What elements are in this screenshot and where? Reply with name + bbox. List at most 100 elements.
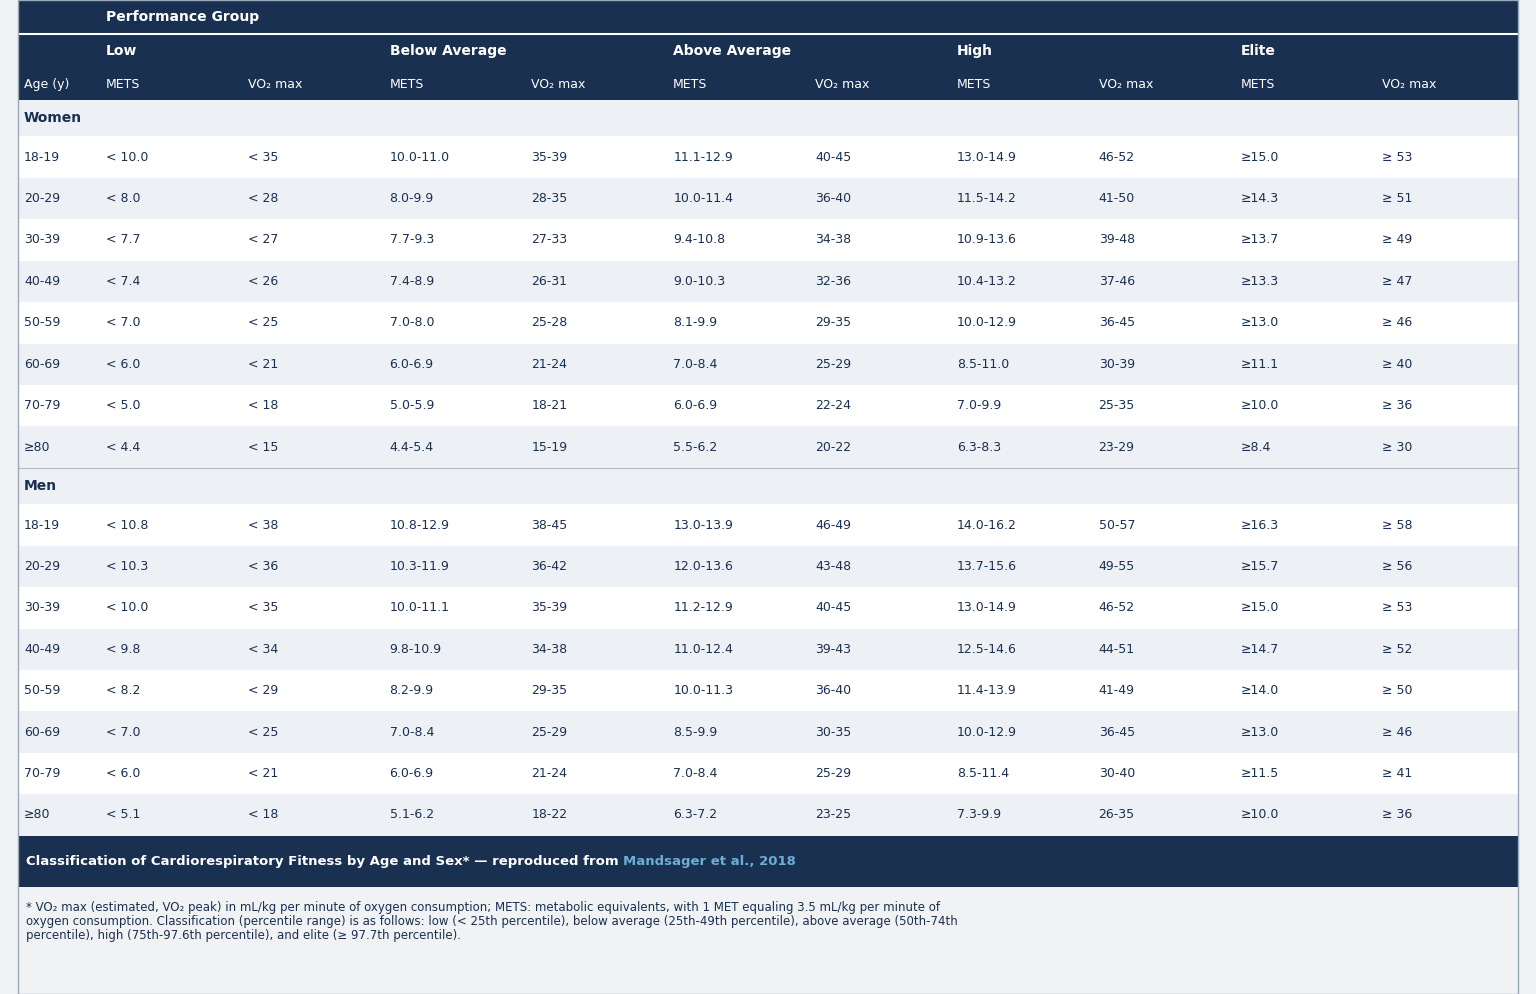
Text: < 27: < 27 [247,234,278,247]
Text: 18-21: 18-21 [531,400,567,413]
Bar [18,220,1518,260]
Text: 9.4-10.8: 9.4-10.8 [673,234,725,247]
Text: 11.0-12.4: 11.0-12.4 [673,643,733,656]
Text: ≥ 40: ≥ 40 [1382,358,1413,371]
Text: 23-29: 23-29 [1098,440,1135,453]
Text: METS: METS [106,78,140,90]
Bar [18,587,1518,628]
Text: < 9.8: < 9.8 [106,643,140,656]
Text: < 21: < 21 [247,767,278,780]
Text: 7.0-8.0: 7.0-8.0 [390,316,435,329]
Text: percentile), high (75th-97.6th percentile), and elite (≥ 97.7th percentile).: percentile), high (75th-97.6th percentil… [26,928,461,941]
Text: 15-19: 15-19 [531,440,567,453]
Text: 50-59: 50-59 [25,316,60,329]
Text: ≥11.1: ≥11.1 [1241,358,1278,371]
Text: 41-49: 41-49 [1098,684,1135,697]
Text: 25-29: 25-29 [816,358,851,371]
Text: < 38: < 38 [247,519,278,532]
Bar [18,0,1518,34]
Text: METS: METS [390,78,424,90]
Text: 13.0-13.9: 13.0-13.9 [673,519,733,532]
Bar [18,99,1518,136]
Text: 30-39: 30-39 [25,234,60,247]
Text: < 6.0: < 6.0 [106,358,140,371]
Text: Men: Men [25,479,57,493]
Text: < 7.4: < 7.4 [106,275,140,288]
Text: ≥13.0: ≥13.0 [1241,316,1278,329]
Text: VO₂ max: VO₂ max [531,78,585,90]
Text: 40-45: 40-45 [816,151,851,164]
Text: ≥15.7: ≥15.7 [1241,560,1279,573]
Text: < 28: < 28 [247,192,278,205]
Bar [18,670,1518,712]
Text: VO₂ max: VO₂ max [816,78,869,90]
Text: 7.7-9.3: 7.7-9.3 [390,234,433,247]
Bar [18,260,1518,302]
Text: 21-24: 21-24 [531,358,567,371]
Text: < 4.4: < 4.4 [106,440,140,453]
Text: 32-36: 32-36 [816,275,851,288]
Text: Elite: Elite [1241,44,1275,59]
Text: ≥ 47: ≥ 47 [1382,275,1413,288]
Text: < 25: < 25 [247,726,278,739]
Text: ≥ 41: ≥ 41 [1382,767,1413,780]
Text: 6.3-8.3: 6.3-8.3 [957,440,1001,453]
Text: oxygen consumption. Classification (percentile range) is as follows: low (< 25th: oxygen consumption. Classification (perc… [26,914,958,927]
Text: 10.8-12.9: 10.8-12.9 [390,519,450,532]
Text: 30-40: 30-40 [1098,767,1135,780]
Text: 8.5-11.0: 8.5-11.0 [957,358,1009,371]
Text: 36-40: 36-40 [816,192,851,205]
Text: < 10.0: < 10.0 [106,151,149,164]
Text: ≥ 51: ≥ 51 [1382,192,1413,205]
Text: 8.2-9.9: 8.2-9.9 [390,684,433,697]
Text: ≥ 46: ≥ 46 [1382,726,1413,739]
Text: METS: METS [1241,78,1275,90]
Text: ≥ 53: ≥ 53 [1382,601,1413,614]
Text: 39-48: 39-48 [1098,234,1135,247]
Text: 43-48: 43-48 [816,560,851,573]
Text: 30-39: 30-39 [25,601,60,614]
Bar [18,426,1518,468]
Bar [18,794,1518,836]
Text: < 5.0: < 5.0 [106,400,140,413]
Text: < 10.8: < 10.8 [106,519,149,532]
Text: ≥8.4: ≥8.4 [1241,440,1270,453]
Text: ≥ 58: ≥ 58 [1382,519,1413,532]
Bar [18,136,1518,178]
Text: 36-45: 36-45 [1098,316,1135,329]
Text: < 10.3: < 10.3 [106,560,149,573]
Text: Mandsager et al., 2018: Mandsager et al., 2018 [624,855,796,868]
Text: 41-50: 41-50 [1098,192,1135,205]
Text: 46-49: 46-49 [816,519,851,532]
Text: 50-59: 50-59 [25,684,60,697]
Text: 50-57: 50-57 [1098,519,1135,532]
Text: 8.5-11.4: 8.5-11.4 [957,767,1009,780]
Text: 25-29: 25-29 [816,767,851,780]
Text: 10.0-11.0: 10.0-11.0 [390,151,450,164]
Text: METS: METS [957,78,991,90]
Text: 40-49: 40-49 [25,643,60,656]
Text: 36-40: 36-40 [816,684,851,697]
Text: 35-39: 35-39 [531,151,567,164]
Text: ≥80: ≥80 [25,440,51,453]
Text: 60-69: 60-69 [25,726,60,739]
Text: 25-29: 25-29 [531,726,567,739]
Text: 11.5-14.2: 11.5-14.2 [957,192,1017,205]
Text: < 34: < 34 [247,643,278,656]
Text: Low: Low [106,44,137,59]
Text: ≥ 30: ≥ 30 [1382,440,1413,453]
Text: VO₂ max: VO₂ max [247,78,303,90]
Text: ≥13.3: ≥13.3 [1241,275,1278,288]
Text: 70-79: 70-79 [25,767,60,780]
Text: < 8.0: < 8.0 [106,192,140,205]
Text: 40-45: 40-45 [816,601,851,614]
Text: 20-29: 20-29 [25,560,60,573]
Bar [18,504,1518,546]
Text: 12.5-14.6: 12.5-14.6 [957,643,1017,656]
Text: ≥13.7: ≥13.7 [1241,234,1278,247]
Bar [18,178,1518,220]
Bar [18,628,1518,670]
Text: 36-42: 36-42 [531,560,567,573]
Text: High: High [957,44,992,59]
Text: ≥15.0: ≥15.0 [1241,151,1279,164]
